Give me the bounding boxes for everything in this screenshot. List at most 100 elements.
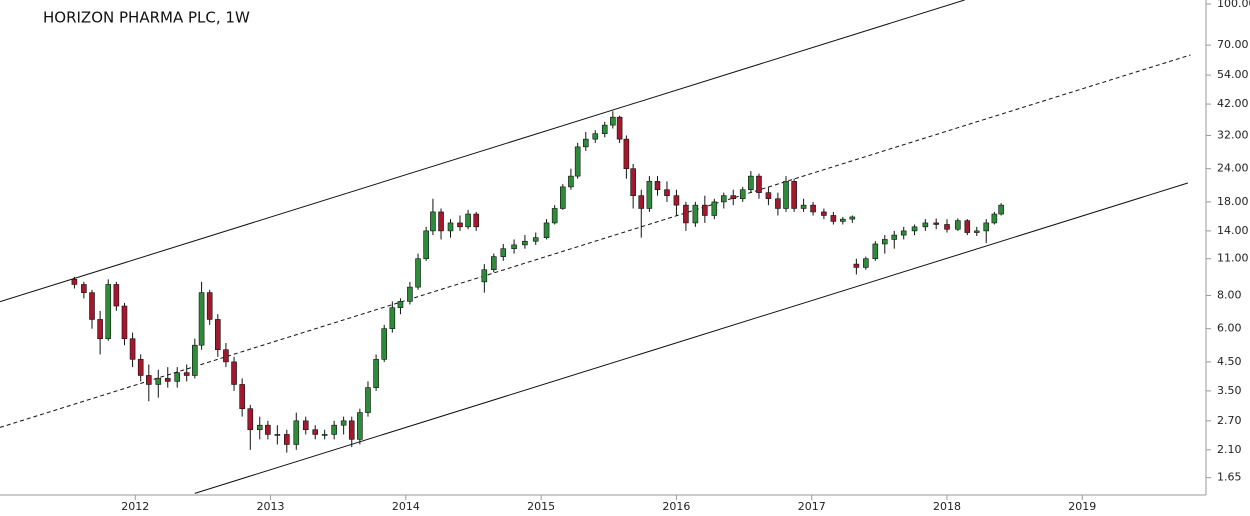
candle-body [582,138,589,148]
candle-body [574,146,581,177]
x-tick-label: 2017 [798,500,826,513]
x-tick-label: 2014 [392,500,420,513]
y-tick-label: 2.70 [1217,414,1242,427]
candle-body [821,211,827,216]
candle-body [765,192,772,200]
candle-body [964,220,971,233]
candle-body [983,222,990,232]
candle-body [365,387,371,413]
y-tick-label: 42.00 [1217,97,1249,110]
candle-body [389,307,396,329]
candle-body [71,279,78,285]
trend-line [0,0,965,303]
candle-body [381,328,388,360]
candle-body [137,359,144,376]
candle-body [610,116,616,126]
candle-body [840,218,846,222]
candle-body [415,258,421,288]
y-tick-label: 6.00 [1217,322,1242,335]
candle-body [646,181,653,209]
x-tick-label: 2016 [662,500,690,513]
candle-body [532,237,539,242]
candle-body [853,263,860,268]
candle-body [206,292,213,320]
candle-body [623,138,630,169]
candle-body [783,181,789,209]
candle-body [830,215,837,222]
x-tick-label: 2013 [257,500,285,513]
candle-body [215,319,221,351]
candle-body [911,226,918,232]
candle-body [457,222,463,228]
x-tick-label: 2012 [121,500,149,513]
candle-body [872,243,879,260]
candle-body [568,175,574,188]
y-tick-label: 24.00 [1217,162,1249,175]
candle-body [775,198,781,209]
y-tick-label: 32.00 [1217,128,1249,141]
candle-body [638,195,645,209]
y-tick-label: 3.50 [1217,384,1242,397]
candle-body [500,248,507,257]
y-tick-label: 1.65 [1217,471,1242,484]
candle-body [247,408,254,431]
candle-body [274,434,281,436]
candle-body [756,175,762,193]
candle-body [438,211,444,232]
candle-body [720,195,727,203]
candle-body [423,230,429,260]
candle-body [293,420,300,445]
candle-body [922,222,929,228]
y-tick-label: 100.00 [1217,0,1250,10]
candle-body [105,284,112,340]
candle-body [592,133,599,140]
candle-body [192,344,198,376]
candle-body [955,220,961,230]
x-tick-label: 2019 [1068,500,1096,513]
candle-body [730,195,737,200]
candle-body [511,244,517,249]
candle-body [198,292,205,346]
candle-body [748,175,754,191]
candle-body [522,240,528,246]
candle-body [543,222,550,238]
candle-body [155,378,162,385]
candle-body [121,305,128,340]
candle-body [397,301,404,308]
candle-body [891,234,898,240]
candle-body [711,201,718,216]
y-tick-label: 14.00 [1217,224,1249,237]
candle-body [89,292,95,320]
candle-body [331,424,337,435]
candle-body [900,230,907,236]
candle-body [265,424,271,435]
candle-body [683,204,689,224]
candle-body [973,230,980,233]
candle-body [164,378,171,382]
candle-body [664,189,670,196]
candle-body [673,195,680,206]
candle-body [223,349,229,363]
chart-title: HORIZON PHARMA PLC, 1W [43,9,250,27]
candle-body [810,204,816,213]
candle-body [991,213,998,224]
candle-body [559,186,566,209]
candle-body [81,284,87,293]
y-tick-label: 4.50 [1217,355,1242,368]
y-tick-label: 54.00 [1217,68,1249,81]
trend-line [0,54,1191,428]
y-tick-label: 8.00 [1217,288,1242,301]
x-tick-label: 2018 [933,500,961,513]
candle-body [407,286,413,302]
candle-body [447,222,454,232]
candle-body [146,375,152,385]
candle-body [551,208,558,224]
candle-body [630,168,636,196]
candle-body [616,116,623,140]
candle-body [129,338,136,360]
candle-body [473,213,480,228]
candle-body [465,213,471,228]
x-tick-label: 2015 [527,500,555,513]
y-tick-label: 70.00 [1217,38,1249,51]
candle-body [791,181,797,209]
